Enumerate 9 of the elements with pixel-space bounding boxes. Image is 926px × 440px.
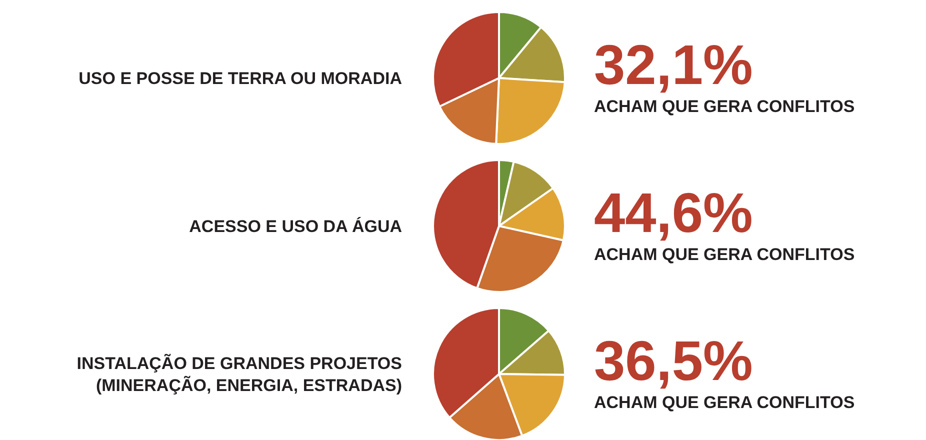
text: ACHAM QUE GERA CONFLITOS [594,245,855,264]
text: 44,6% [594,181,753,244]
text: 32,1% [594,33,753,96]
text: INSTALAÇÃO DE GRANDES PROJETOS (MINERAÇÃO, ENERGIA, ESTRADAS) [76,353,402,395]
text: ACHAM QUE GERA CONFLITOS [594,393,855,412]
text: ACESSO E USO DA ÁGUA [189,216,402,236]
text: USO E POSSE DE TERRA OU MORADIA [78,69,402,88]
text: 36,5% [594,329,753,392]
text: ACHAM QUE GERA CONFLITOS [594,97,855,116]
